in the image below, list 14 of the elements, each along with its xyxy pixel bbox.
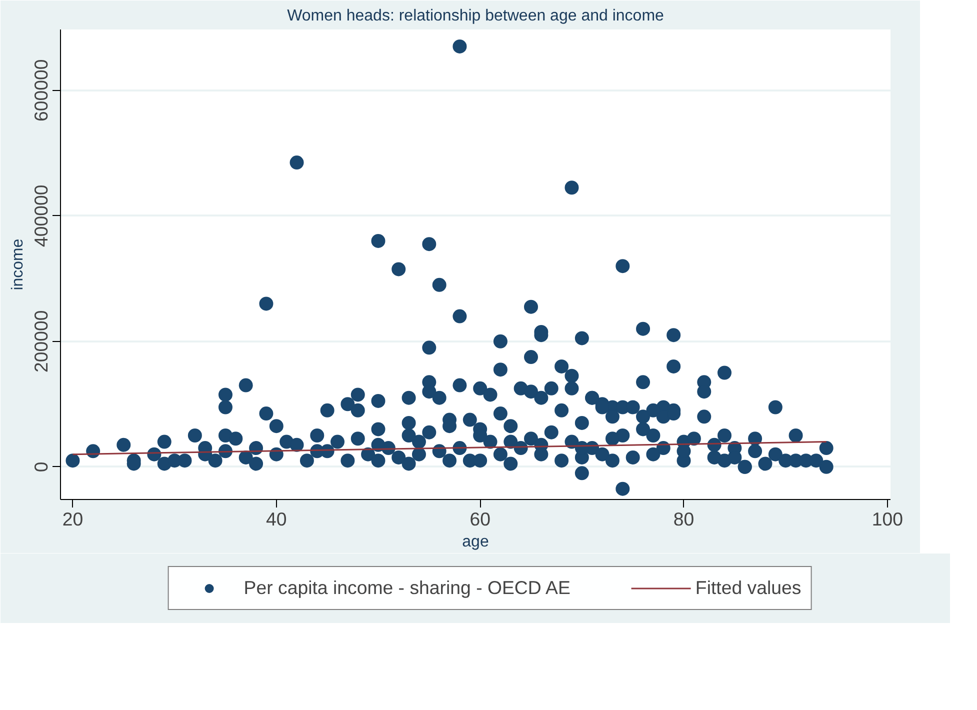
chart-title: Women heads: relationship between age and income — [287, 8, 664, 24]
x-tick-label: 60 — [470, 508, 490, 530]
x-tick-label: 20 — [62, 508, 84, 530]
x-tick-label: 80 — [673, 508, 694, 530]
x-tick-label: 40 — [266, 508, 287, 530]
legend-label: Fitted values — [695, 577, 802, 599]
y-tick-label: 200000 — [30, 310, 52, 372]
x-tick-label: 100 — [872, 508, 904, 530]
x-axis-title: age — [462, 534, 489, 550]
legend-label: Per capita income - sharing - OECD AE — [244, 577, 570, 599]
y-tick-label: 600000 — [30, 59, 52, 122]
y-tick-label: 0 — [30, 462, 52, 472]
y-tick-label: 400000 — [30, 184, 52, 247]
y-axis-title: income — [10, 238, 26, 290]
